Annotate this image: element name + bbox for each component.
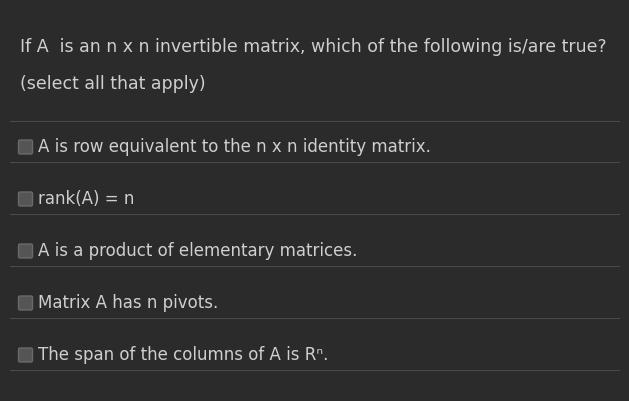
Text: (select all that apply): (select all that apply) (20, 75, 206, 93)
Text: A is a product of elementary matrices.: A is a product of elementary matrices. (38, 241, 357, 259)
FancyBboxPatch shape (18, 141, 33, 155)
FancyBboxPatch shape (18, 244, 33, 258)
Text: If A  is an n x n invertible matrix, which of the following is/are true?: If A is an n x n invertible matrix, whic… (20, 38, 606, 56)
FancyBboxPatch shape (18, 348, 33, 362)
FancyBboxPatch shape (18, 192, 33, 207)
Text: Matrix A has n pivots.: Matrix A has n pivots. (38, 293, 218, 311)
Text: rank(A) = n: rank(A) = n (38, 190, 135, 207)
Text: The span of the columns of A is Rⁿ.: The span of the columns of A is Rⁿ. (38, 345, 328, 363)
Text: A is row equivalent to the n x n identity matrix.: A is row equivalent to the n x n identit… (38, 138, 431, 156)
FancyBboxPatch shape (18, 296, 33, 310)
